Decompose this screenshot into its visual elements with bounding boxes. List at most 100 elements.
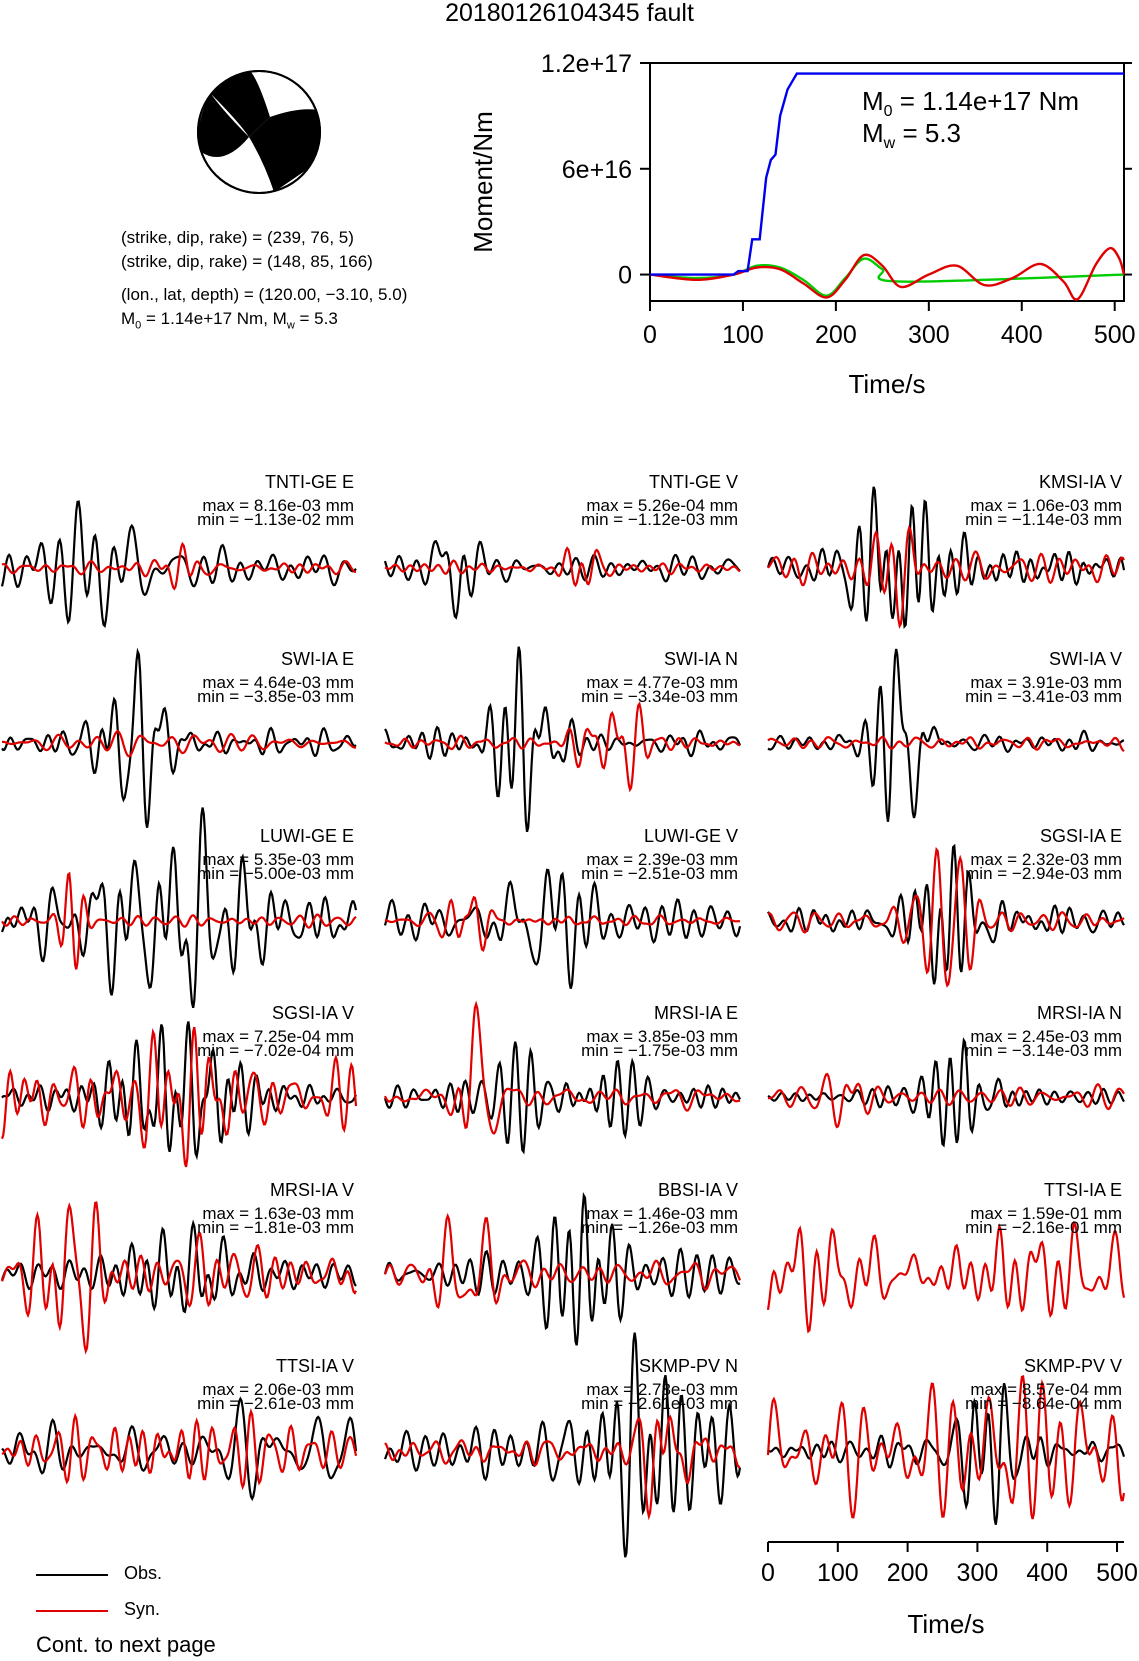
nodal-plane-1: (strike, dip, rake) = (239, 76, 5) bbox=[121, 228, 354, 247]
min-amplitude-label: min = −8.64e-04 mm bbox=[965, 1394, 1122, 1413]
observed-trace bbox=[1, 647, 357, 828]
waveform-x-tick-label: 200 bbox=[887, 1559, 929, 1587]
station-label: SWI-IA V bbox=[1049, 649, 1122, 669]
max-amplitude-label: max = 8.16e-03 mm bbox=[202, 496, 354, 515]
x-tick-label: 500 bbox=[1094, 321, 1136, 349]
station-label: SWI-IA E bbox=[281, 649, 354, 669]
max-amplitude-label: max = 1.59e-01 mm bbox=[970, 1204, 1122, 1223]
synthetic-trace bbox=[384, 546, 741, 588]
station-label: MRSI-IA V bbox=[270, 1180, 354, 1200]
station-label: TNTI-GE E bbox=[265, 472, 354, 492]
station-label: TTSI-IA E bbox=[1044, 1180, 1122, 1200]
station-label: SGSI-IA V bbox=[272, 1003, 354, 1023]
synthetic-trace bbox=[767, 1072, 1125, 1129]
min-amplitude-label: min = −1.14e-03 mm bbox=[965, 510, 1122, 529]
station-label: SKMP-PV N bbox=[639, 1356, 738, 1376]
nodal-plane-2: (strike, dip, rake) = (148, 85, 166) bbox=[121, 252, 373, 271]
synthetic-trace bbox=[767, 846, 1125, 988]
moment-rate-red-line bbox=[649, 246, 1126, 301]
synthetic-trace bbox=[1, 871, 357, 970]
waveform-x-tick-label: 400 bbox=[1026, 1559, 1068, 1587]
min-amplitude-label: min = −1.12e-03 mm bbox=[581, 510, 738, 529]
waveform-x-tick-label: 0 bbox=[761, 1559, 775, 1587]
synthetic-trace bbox=[1, 541, 357, 591]
station-label: KMSI-IA V bbox=[1039, 472, 1122, 492]
min-amplitude-label: min = −1.81e-03 mm bbox=[197, 1218, 354, 1237]
min-amplitude-label: min = −3.85e-03 mm bbox=[197, 687, 354, 706]
min-amplitude-label: min = −3.41e-03 mm bbox=[965, 687, 1122, 706]
m0-annotation: M0 = 1.14e+17 Nm bbox=[862, 86, 1079, 120]
min-amplitude-label: min = −3.34e-03 mm bbox=[581, 687, 738, 706]
syn-legend-label: Syn. bbox=[124, 1599, 161, 1619]
station-label: MRSI-IA N bbox=[1037, 1003, 1122, 1023]
station-label: TNTI-GE V bbox=[649, 472, 738, 492]
obs-legend-label: Obs. bbox=[124, 1563, 163, 1583]
station-label: SGSI-IA E bbox=[1040, 826, 1122, 846]
min-amplitude-label: min = −1.13e-02 mm bbox=[197, 510, 354, 529]
synthetic-trace bbox=[2, 729, 357, 758]
location-text: (lon., lat, depth) = (120.00, −3.10, 5.0… bbox=[121, 285, 408, 304]
observed-trace bbox=[767, 1037, 1125, 1148]
synthetic-trace bbox=[384, 895, 741, 953]
station-label: SWI-IA N bbox=[664, 649, 738, 669]
max-amplitude-label: max = 2.45e-03 mm bbox=[970, 1027, 1122, 1046]
max-amplitude-label: max = 2.06e-03 mm bbox=[202, 1380, 354, 1399]
max-amplitude-label: max = 1.46e-03 mm bbox=[586, 1204, 738, 1223]
max-amplitude-label: max = 5.35e-03 mm bbox=[202, 850, 354, 869]
synthetic-trace bbox=[1, 1407, 358, 1491]
synthetic-trace bbox=[0, 1201, 357, 1355]
observed-trace bbox=[0, 807, 358, 1009]
max-amplitude-label: max = 8.57e-04 mm bbox=[970, 1380, 1122, 1399]
max-amplitude-label: max = 5.26e-04 mm bbox=[586, 496, 738, 515]
station-label: LUWI-GE E bbox=[260, 826, 354, 846]
synthetic-trace bbox=[767, 525, 1125, 629]
max-amplitude-label: max = 2.39e-03 mm bbox=[586, 850, 738, 869]
min-amplitude-label: min = −2.94e-03 mm bbox=[965, 864, 1122, 883]
station-label: SKMP-PV V bbox=[1024, 1356, 1122, 1376]
waveform-x-tick-label: 300 bbox=[957, 1559, 999, 1587]
station-label: MRSI-IA E bbox=[654, 1003, 738, 1023]
moment-plot-frame bbox=[649, 62, 1125, 302]
min-amplitude-label: min = −2.51e-03 mm bbox=[581, 864, 738, 883]
observed-trace bbox=[383, 868, 742, 989]
observed-trace bbox=[767, 648, 1125, 822]
max-amplitude-label: max = 2.78e-03 mm bbox=[586, 1380, 738, 1399]
max-amplitude-label: max = 2.32e-03 mm bbox=[970, 850, 1122, 869]
min-amplitude-label: min = −1.75e-03 mm bbox=[581, 1041, 738, 1060]
max-amplitude-label: max = 3.91e-03 mm bbox=[970, 673, 1122, 692]
synthetic-trace bbox=[766, 1375, 1126, 1520]
mw-annotation: Mw = 5.3 bbox=[862, 118, 961, 152]
waveform-x-axis-label: Time/s bbox=[907, 1609, 984, 1639]
synthetic-trace bbox=[766, 1220, 1126, 1334]
obs-legend-line bbox=[36, 1574, 108, 1576]
max-amplitude-label: max = 3.85e-03 mm bbox=[586, 1027, 738, 1046]
waveform-x-tick-label: 500 bbox=[1096, 1559, 1138, 1587]
synthetic-trace bbox=[384, 1000, 741, 1135]
y-tick-label: 1.2e+17 bbox=[541, 50, 632, 78]
focal-mechanism-beachball bbox=[197, 70, 321, 194]
station-label: TTSI-IA V bbox=[276, 1356, 354, 1376]
min-amplitude-label: min = −1.26e-03 mm bbox=[581, 1218, 738, 1237]
waveform-x-tick-label: 100 bbox=[817, 1559, 859, 1587]
x-axis-label: Time/s bbox=[848, 369, 925, 399]
max-amplitude-label: max = 1.06e-03 mm bbox=[970, 496, 1122, 515]
min-amplitude-label: min = −2.16e-01 mm bbox=[965, 1218, 1122, 1237]
min-amplitude-label: min = −5.00e-03 mm bbox=[197, 864, 354, 883]
observed-trace bbox=[383, 1191, 741, 1346]
observed-trace bbox=[383, 1332, 742, 1558]
y-tick-label: 0 bbox=[618, 262, 632, 290]
min-amplitude-label: min = −2.61e-03 mm bbox=[581, 1394, 738, 1413]
observed-trace bbox=[383, 539, 741, 620]
synthetic-trace bbox=[383, 1212, 742, 1310]
